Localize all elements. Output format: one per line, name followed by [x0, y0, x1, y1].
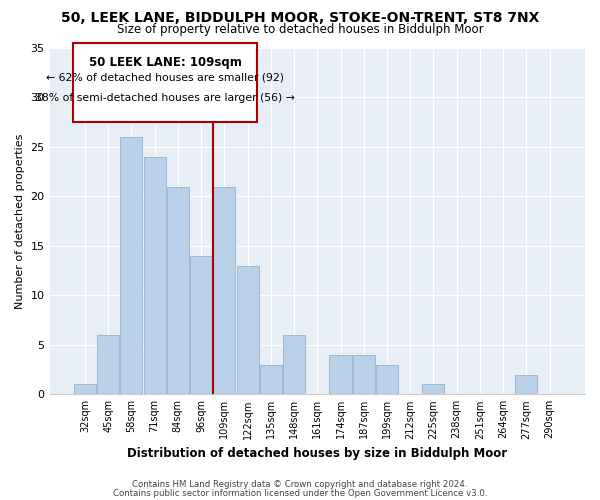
Bar: [190, 256, 212, 394]
Y-axis label: Number of detached properties: Number of detached properties: [15, 134, 25, 309]
Text: 50 LEEK LANE: 109sqm: 50 LEEK LANE: 109sqm: [89, 56, 242, 69]
Bar: [143, 157, 166, 394]
Bar: [422, 384, 445, 394]
Text: ← 62% of detached houses are smaller (92): ← 62% of detached houses are smaller (92…: [46, 72, 284, 83]
Bar: [329, 354, 352, 395]
Bar: [74, 384, 96, 394]
Bar: [121, 137, 142, 394]
Bar: [515, 374, 538, 394]
Bar: [376, 364, 398, 394]
Text: Contains public sector information licensed under the Open Government Licence v3: Contains public sector information licen…: [113, 488, 487, 498]
Bar: [236, 266, 259, 394]
Text: 50, LEEK LANE, BIDDULPH MOOR, STOKE-ON-TRENT, ST8 7NX: 50, LEEK LANE, BIDDULPH MOOR, STOKE-ON-T…: [61, 11, 539, 25]
Text: Size of property relative to detached houses in Biddulph Moor: Size of property relative to detached ho…: [116, 22, 484, 36]
FancyBboxPatch shape: [73, 43, 257, 122]
Bar: [167, 186, 189, 394]
Bar: [353, 354, 375, 395]
Text: Contains HM Land Registry data © Crown copyright and database right 2024.: Contains HM Land Registry data © Crown c…: [132, 480, 468, 489]
Text: 38% of semi-detached houses are larger (56) →: 38% of semi-detached houses are larger (…: [35, 92, 295, 102]
Bar: [213, 186, 235, 394]
Bar: [283, 335, 305, 394]
X-axis label: Distribution of detached houses by size in Biddulph Moor: Distribution of detached houses by size …: [127, 447, 508, 460]
Bar: [97, 335, 119, 394]
Bar: [260, 364, 282, 394]
